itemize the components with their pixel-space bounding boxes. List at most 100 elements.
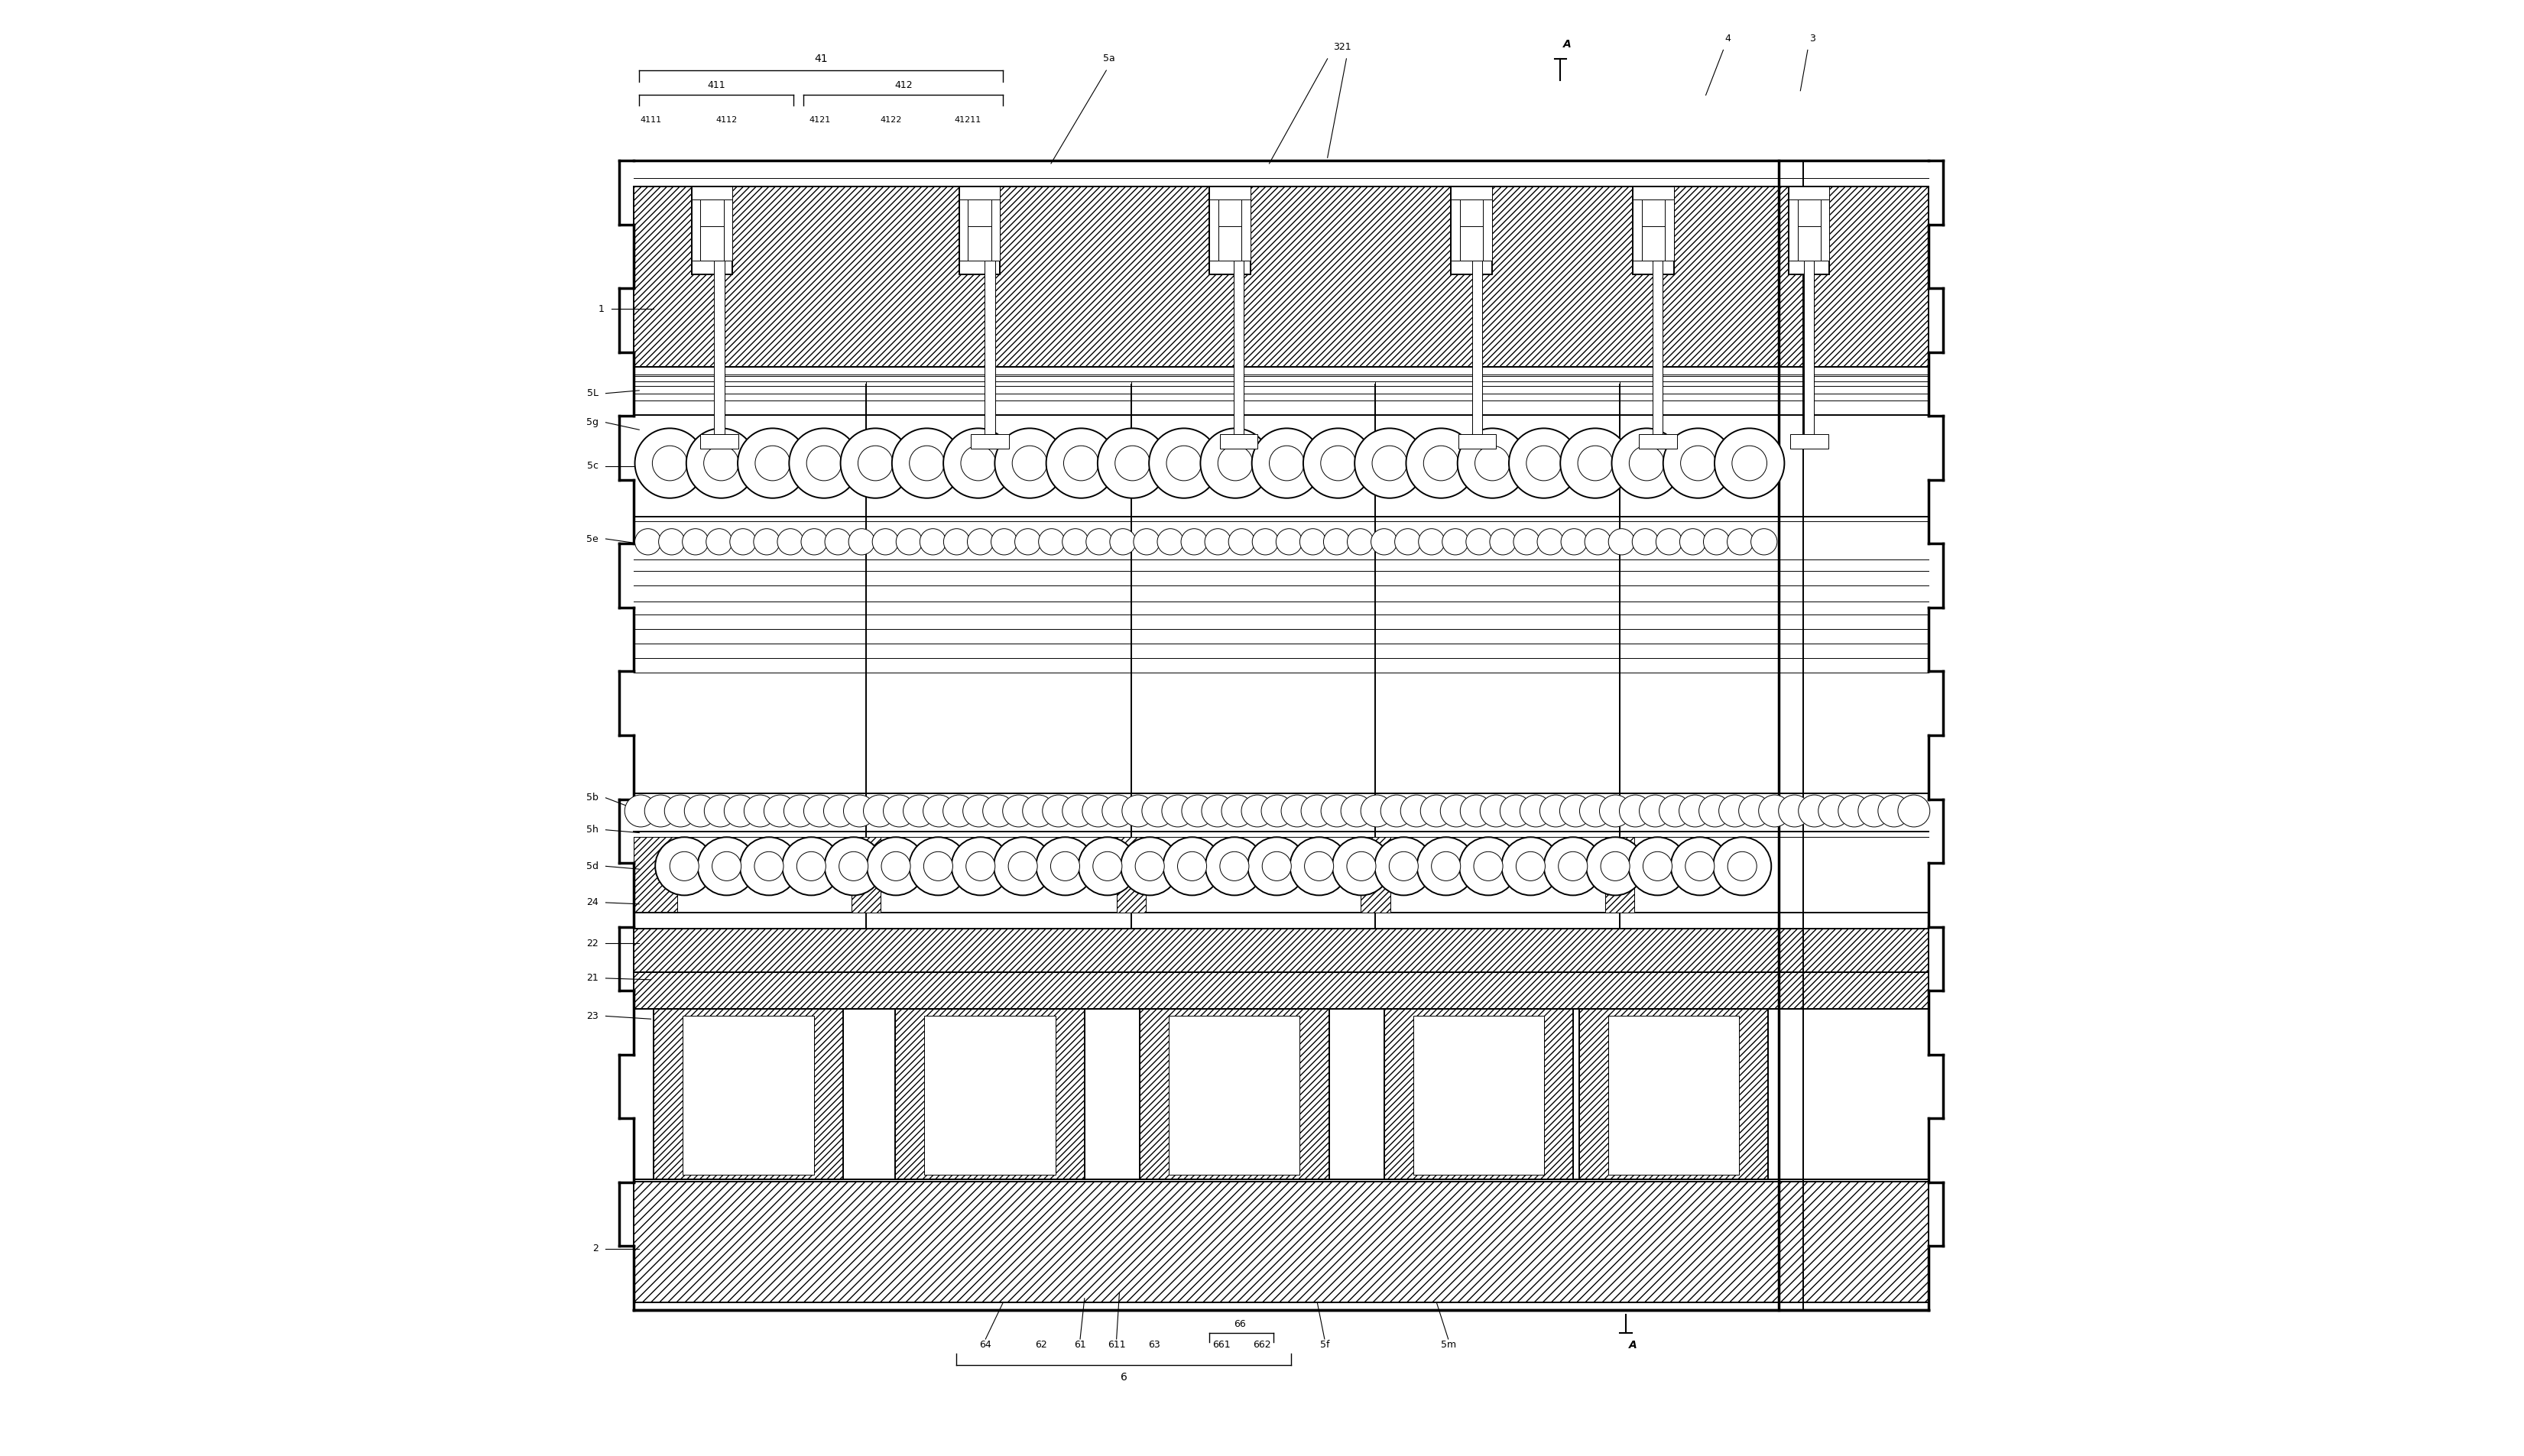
Circle shape xyxy=(1406,428,1477,498)
Circle shape xyxy=(755,446,790,480)
Bar xyxy=(724,186,732,261)
Circle shape xyxy=(1219,446,1252,480)
Bar xyxy=(1219,434,1257,448)
Circle shape xyxy=(1878,795,1911,827)
Circle shape xyxy=(843,795,876,827)
Circle shape xyxy=(1517,852,1545,881)
Circle shape xyxy=(1141,795,1174,827)
Bar xyxy=(1459,434,1497,448)
Circle shape xyxy=(1401,795,1434,827)
Text: 5d: 5d xyxy=(586,862,598,871)
Circle shape xyxy=(1678,795,1711,827)
Circle shape xyxy=(1219,852,1249,881)
Circle shape xyxy=(1527,446,1562,480)
Circle shape xyxy=(924,852,952,881)
Bar xyxy=(1209,186,1249,274)
Circle shape xyxy=(1418,529,1444,555)
Circle shape xyxy=(1320,446,1355,480)
Circle shape xyxy=(1159,529,1184,555)
Circle shape xyxy=(1678,529,1706,555)
Text: 5L: 5L xyxy=(588,389,598,399)
Circle shape xyxy=(669,852,699,881)
Circle shape xyxy=(1431,852,1461,881)
Text: 62: 62 xyxy=(1035,1340,1047,1350)
Circle shape xyxy=(863,795,896,827)
Circle shape xyxy=(1348,529,1373,555)
Circle shape xyxy=(1537,529,1562,555)
Circle shape xyxy=(755,529,780,555)
Bar xyxy=(1633,186,1641,261)
Circle shape xyxy=(1166,446,1201,480)
Circle shape xyxy=(909,837,967,895)
Circle shape xyxy=(644,795,676,827)
Circle shape xyxy=(1459,837,1517,895)
Circle shape xyxy=(765,795,795,827)
Text: 611: 611 xyxy=(1108,1340,1126,1350)
Circle shape xyxy=(1323,529,1350,555)
Circle shape xyxy=(1628,446,1663,480)
Circle shape xyxy=(1489,529,1517,555)
Bar xyxy=(1471,261,1482,440)
Circle shape xyxy=(1340,795,1373,827)
Circle shape xyxy=(1686,852,1714,881)
Circle shape xyxy=(1474,852,1502,881)
Circle shape xyxy=(1103,795,1133,827)
Circle shape xyxy=(1388,852,1418,881)
Circle shape xyxy=(1045,428,1116,498)
Text: 5f: 5f xyxy=(1320,1340,1330,1350)
Bar xyxy=(634,929,1928,973)
Bar xyxy=(959,186,1000,199)
Circle shape xyxy=(1123,795,1153,827)
Circle shape xyxy=(1078,837,1136,895)
Circle shape xyxy=(1201,795,1234,827)
Circle shape xyxy=(1731,446,1767,480)
Bar xyxy=(1219,226,1242,261)
Text: A: A xyxy=(1628,1340,1638,1350)
Text: A: A xyxy=(1562,39,1572,50)
Circle shape xyxy=(1282,795,1312,827)
Bar xyxy=(654,1009,843,1179)
Circle shape xyxy=(1373,446,1406,480)
Circle shape xyxy=(1600,852,1631,881)
Text: 4121: 4121 xyxy=(808,116,830,124)
Circle shape xyxy=(1085,529,1113,555)
Bar xyxy=(1805,261,1815,440)
Text: 5a: 5a xyxy=(1103,54,1116,64)
Circle shape xyxy=(1681,446,1716,480)
Circle shape xyxy=(1580,795,1613,827)
Text: 5g: 5g xyxy=(586,418,598,428)
Bar xyxy=(1360,837,1391,913)
Circle shape xyxy=(840,428,911,498)
Circle shape xyxy=(1466,529,1492,555)
Circle shape xyxy=(1381,795,1413,827)
Text: 4122: 4122 xyxy=(881,116,901,124)
Circle shape xyxy=(1116,446,1151,480)
Circle shape xyxy=(924,795,954,827)
Bar xyxy=(699,226,724,261)
Circle shape xyxy=(1181,795,1214,827)
Circle shape xyxy=(1704,529,1729,555)
Circle shape xyxy=(1270,446,1305,480)
Bar xyxy=(1451,186,1459,261)
Circle shape xyxy=(1514,529,1540,555)
Circle shape xyxy=(1181,529,1206,555)
Circle shape xyxy=(944,529,969,555)
Bar xyxy=(1383,1009,1572,1179)
Circle shape xyxy=(1355,428,1424,498)
Circle shape xyxy=(1360,795,1393,827)
Bar xyxy=(896,1009,1085,1179)
Circle shape xyxy=(636,529,661,555)
Circle shape xyxy=(1638,795,1671,827)
Circle shape xyxy=(1376,837,1434,895)
Text: 24: 24 xyxy=(586,898,598,907)
Circle shape xyxy=(684,795,717,827)
Text: 5h: 5h xyxy=(586,826,598,834)
Text: 661: 661 xyxy=(1212,1340,1229,1350)
Circle shape xyxy=(1461,795,1492,827)
Circle shape xyxy=(1302,428,1373,498)
Text: 4112: 4112 xyxy=(717,116,737,124)
Circle shape xyxy=(1560,795,1593,827)
Circle shape xyxy=(1578,446,1613,480)
Circle shape xyxy=(1037,529,1065,555)
Circle shape xyxy=(704,446,740,480)
